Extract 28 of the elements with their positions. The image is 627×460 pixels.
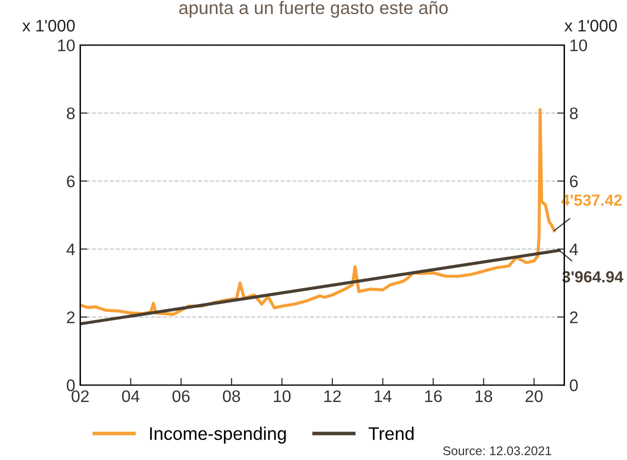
y2-tick-label: 10 bbox=[570, 39, 588, 52]
y-tick-label: 0 bbox=[66, 379, 75, 392]
y2-tick-label: 2 bbox=[570, 311, 578, 324]
y2-tick-label: 4 bbox=[570, 244, 578, 256]
y2-axis-title: x 1'000 bbox=[564, 20, 617, 32]
x-tick-label: 02 bbox=[72, 390, 89, 402]
y-tick-label: 10 bbox=[58, 39, 75, 52]
y-tick-label: 4 bbox=[66, 244, 75, 256]
y2-tick-label: 8 bbox=[570, 107, 578, 120]
y-axis-title: x 1'000 bbox=[22, 20, 75, 32]
x-tick-label: 14 bbox=[374, 390, 392, 402]
x-tick-label: 10 bbox=[274, 390, 291, 402]
x-tick-label: 12 bbox=[324, 390, 341, 402]
x-tick-label: 04 bbox=[122, 390, 140, 402]
x-tick-label: 06 bbox=[172, 390, 190, 402]
x-tick-label: 16 bbox=[425, 390, 442, 402]
source-note: Source: 12.03.2021 bbox=[443, 446, 552, 456]
y-tick-label: 8 bbox=[66, 107, 75, 120]
y2-tick-label: 6 bbox=[570, 175, 578, 188]
y-tick-label: 2 bbox=[66, 311, 75, 324]
x-tick-label: 18 bbox=[476, 390, 492, 402]
legend-label: Trend bbox=[368, 426, 414, 440]
legend-label: Income-spending bbox=[150, 426, 286, 444]
y2-tick-label: 0 bbox=[570, 379, 578, 392]
x-tick-label: 20 bbox=[526, 390, 543, 402]
y-tick-label: 6 bbox=[66, 175, 75, 188]
chart-title: apunta a un fuerte gasto este año bbox=[179, 0, 448, 18]
x-tick-label: 08 bbox=[222, 390, 240, 402]
